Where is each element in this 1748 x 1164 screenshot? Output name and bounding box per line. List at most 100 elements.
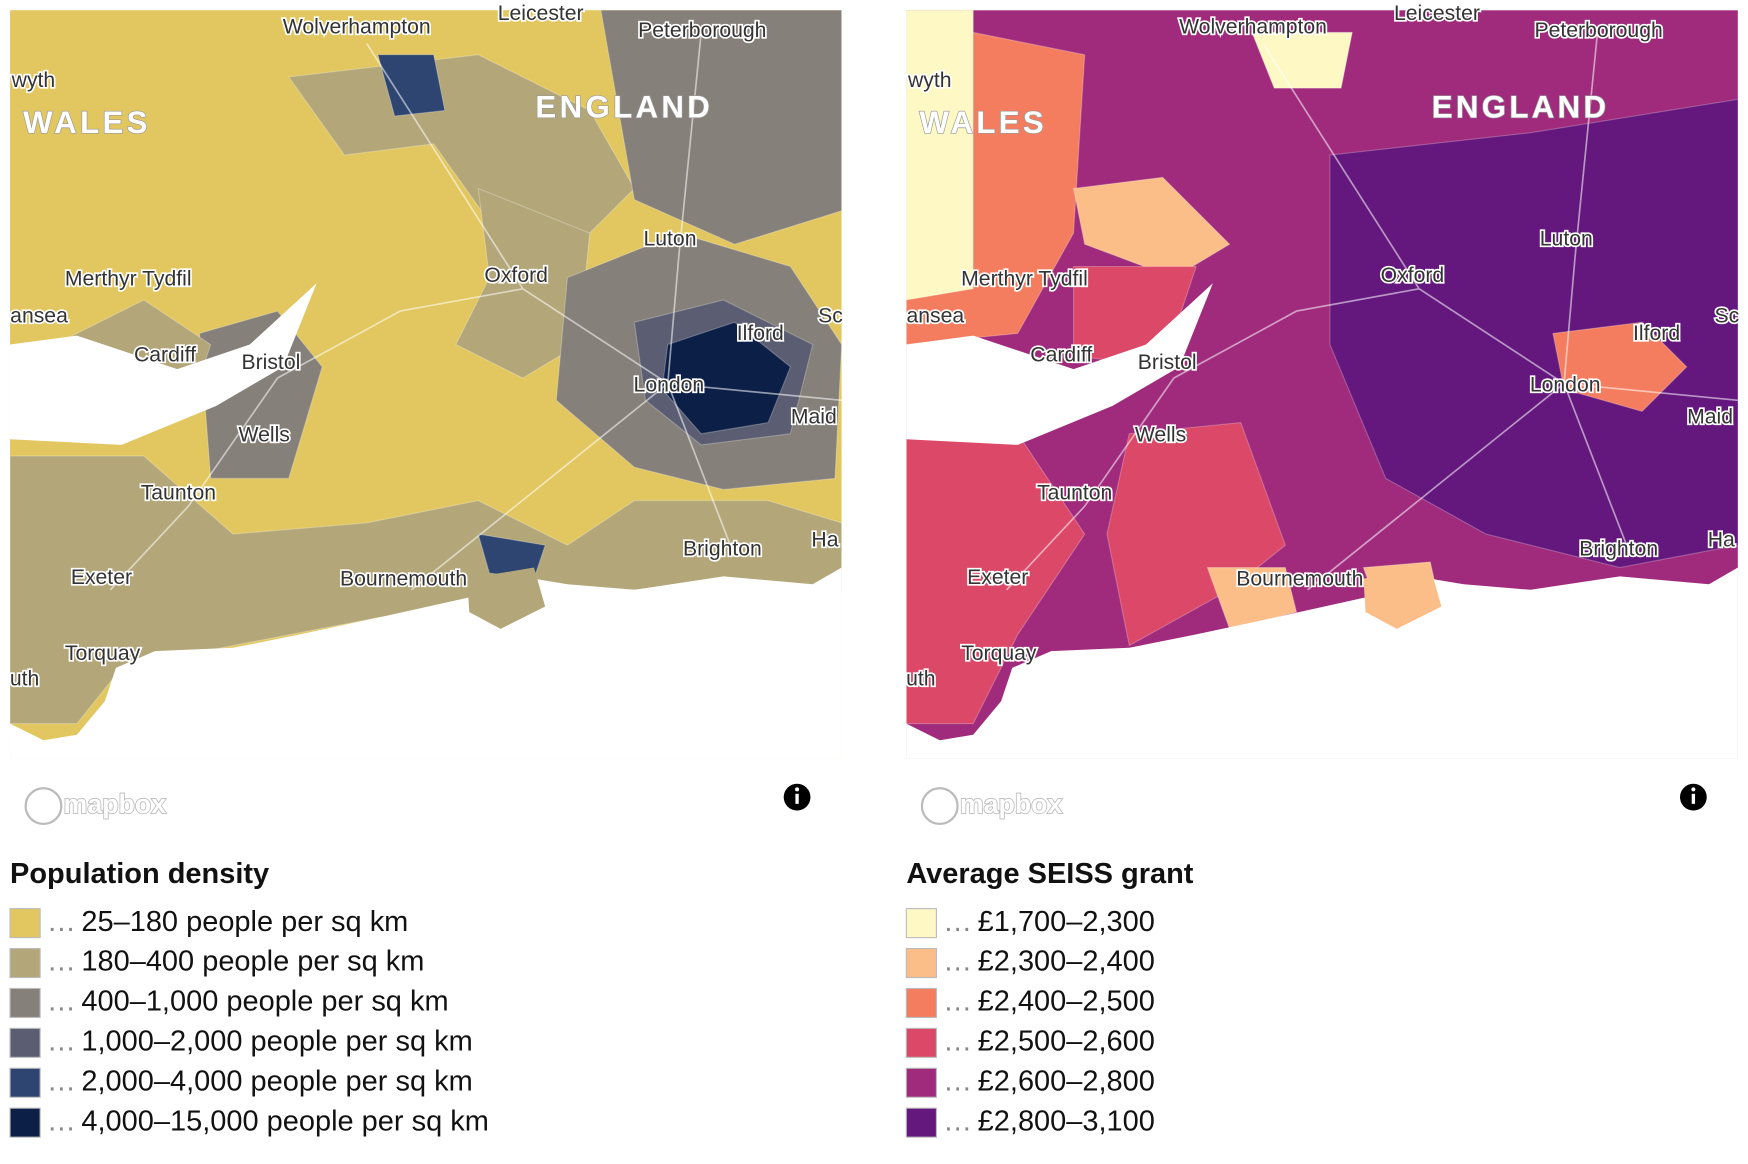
logo: mapbox: [960, 789, 1063, 819]
legend-prefix: …: [47, 906, 76, 938]
place-label: Torquay: [65, 642, 141, 665]
region-area: [1206, 566, 1298, 630]
place-label: London: [634, 373, 705, 396]
legend-prefix: …: [943, 1105, 972, 1137]
place-label: Wells: [1135, 424, 1186, 447]
place-label: Exeter: [71, 566, 132, 589]
map-panel: h Channel Wolverhampton Leicester Peterboro…: [904, 0, 1741, 849]
legend-swatch: [9, 908, 41, 939]
place-label: Bournemouth: [340, 567, 467, 590]
sea-label: h Channel: [1123, 759, 1381, 849]
legend-label: £2,800–3,100: [978, 1105, 1155, 1137]
legend-swatch: [905, 987, 937, 1018]
place-label: Ilford: [1633, 322, 1680, 345]
place-label: Ha: [811, 528, 838, 551]
sea: [906, 283, 1213, 445]
region-area: [661, 321, 792, 435]
place-label: Cardiff: [134, 343, 196, 366]
legend-prefix: …: [47, 1065, 76, 1097]
place-label: Maid: [1687, 406, 1733, 429]
info-icon-glyph: [795, 793, 799, 804]
region-area: [906, 10, 974, 312]
legend-label: 25–180 people per sq km: [81, 906, 408, 938]
place-label: Sc: [818, 304, 843, 327]
roads: [1006, 32, 1738, 591]
legend-label: 2,000–4,000 people per sq km: [81, 1065, 472, 1097]
place-label: Peterborough: [1534, 19, 1662, 42]
logo-icon: [24, 787, 63, 826]
region-area: [1072, 176, 1231, 279]
legend-swatch: [905, 1067, 937, 1098]
legend-swatch: [9, 947, 41, 979]
legend-title: Population density: [10, 858, 269, 890]
place-label: Wolverhampton: [283, 16, 431, 39]
place-label: Luton: [1540, 227, 1593, 250]
legend-title: Average SEISS grant: [906, 858, 1193, 890]
island: [467, 567, 546, 629]
place-label: Merthyr Tydfil: [961, 267, 1088, 290]
place-label: Oxford: [1381, 264, 1445, 287]
legend-swatch: [905, 908, 937, 939]
place-label: wyth: [907, 69, 952, 92]
region-area: [1329, 98, 1738, 569]
place-label: Bristol: [241, 351, 300, 374]
island: [1363, 567, 1442, 629]
sea: [906, 567, 1738, 759]
legend-swatch: [9, 1107, 41, 1138]
info-icon-dot: [795, 787, 800, 792]
legend-label: 400–1,000 people per sq km: [81, 986, 448, 1018]
region-area: [377, 54, 446, 117]
place-label: Bournemouth: [1236, 567, 1363, 590]
legend-label: £1,700–2,300: [978, 906, 1155, 938]
legend-swatch: [9, 1027, 41, 1058]
legend-label: £2,600–2,800: [978, 1065, 1155, 1097]
info-icon-dot: [1691, 787, 1696, 792]
place-label: Exeter: [967, 566, 1028, 589]
place-label: Peterborough: [638, 19, 766, 42]
legend-prefix: …: [47, 1026, 76, 1058]
place-label: uth: [10, 668, 39, 691]
legend: Population density… 25–180 people per sq …: [9, 858, 489, 1138]
place-label: Oxford: [484, 264, 548, 287]
legend-prefix: …: [943, 946, 972, 978]
place-label: Maid: [791, 406, 837, 429]
legend-label: £2,400–2,500: [978, 986, 1155, 1018]
region-area: [600, 10, 842, 245]
place-label: Leicester: [498, 2, 584, 25]
place-label: Taunton: [141, 482, 216, 505]
place-label: Torquay: [961, 642, 1037, 665]
place-label: ansea: [906, 304, 964, 327]
place-label: Brighton: [683, 537, 762, 560]
info-icon-glyph: [1691, 793, 1696, 804]
place-label: Bristol: [1138, 351, 1197, 374]
sea: [10, 283, 317, 445]
region-label: ENGLAND: [1432, 90, 1610, 125]
sea: [10, 567, 842, 759]
map-panel: h Channel Wolverhampton Leicester Peterboro…: [8, 0, 845, 849]
legend-swatch: [905, 1107, 937, 1138]
legend-label: 4,000–15,000 people per sq km: [81, 1105, 488, 1137]
place-label: Merthyr Tydfil: [65, 267, 192, 290]
place-label: Cardiff: [1030, 343, 1092, 366]
place-label: Wolverhampton: [1179, 16, 1327, 39]
map: h Channel: [10, 10, 842, 849]
place-label: uth: [906, 668, 935, 691]
region-label: WALES: [919, 105, 1047, 140]
legend-prefix: …: [47, 1105, 76, 1137]
legend-label: £2,500–2,600: [978, 1026, 1155, 1058]
legend-swatch: [9, 987, 41, 1018]
place-label: wyth: [11, 69, 56, 92]
legend-label: 1,000–2,000 people per sq km: [81, 1026, 472, 1058]
legend-prefix: …: [47, 946, 76, 978]
region-area: [1251, 31, 1353, 89]
region-area: [1552, 321, 1688, 413]
sea-label: h Channel: [226, 759, 484, 849]
roads: [109, 32, 842, 591]
place-label: Ha: [1708, 528, 1735, 551]
place-label: Leicester: [1394, 2, 1480, 25]
legend-prefix: …: [943, 906, 972, 938]
legend-label: 180–400 people per sq km: [81, 946, 424, 978]
place-label: Sc: [1714, 304, 1739, 327]
region-label: ENGLAND: [535, 90, 713, 125]
